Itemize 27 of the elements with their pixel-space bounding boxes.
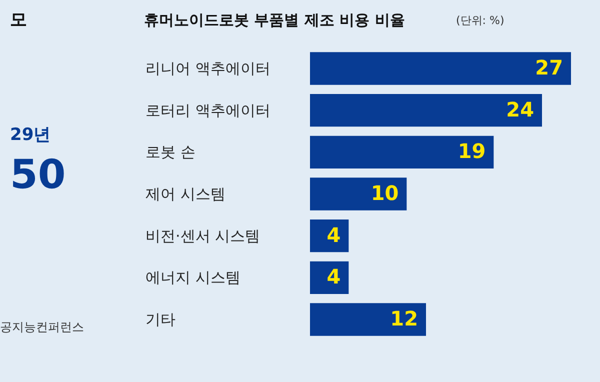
data-label: 24 [506,97,534,122]
y-tick-label: 로터리 액추에이터 [146,101,270,120]
y-tick-label: 리니어 액추에이터 [146,60,270,78]
bar [310,261,349,294]
text: 29년 [10,125,51,145]
text: 공지능컨퍼런스 [0,320,84,334]
y-tick-label: 에너지 시스템 [146,268,240,287]
data-label: 27 [535,56,563,80]
y-tick-label: 기타 [146,310,176,328]
bar [310,178,407,210]
data-label: 4 [326,222,341,247]
chart-title: 휴머노이드로봇 부품별 제조 비용 비율 [144,11,405,29]
text: 50 [10,152,66,198]
bar [310,52,571,85]
data-label: 4 [326,264,341,289]
text: 모 [10,10,27,30]
bar [310,94,542,127]
data-label: 10 [370,181,399,205]
bar [310,303,426,336]
chart-subtitle: (단위: %) [456,14,504,27]
y-tick-label: 로봇 손 [146,143,196,162]
data-label: 19 [458,139,486,164]
bar [310,220,349,252]
y-tick-label: 제어 시스템 [146,185,226,203]
y-tick-label: 비전·센서 시스템 [146,226,260,245]
bar [310,136,494,168]
data-label: 12 [390,306,418,330]
